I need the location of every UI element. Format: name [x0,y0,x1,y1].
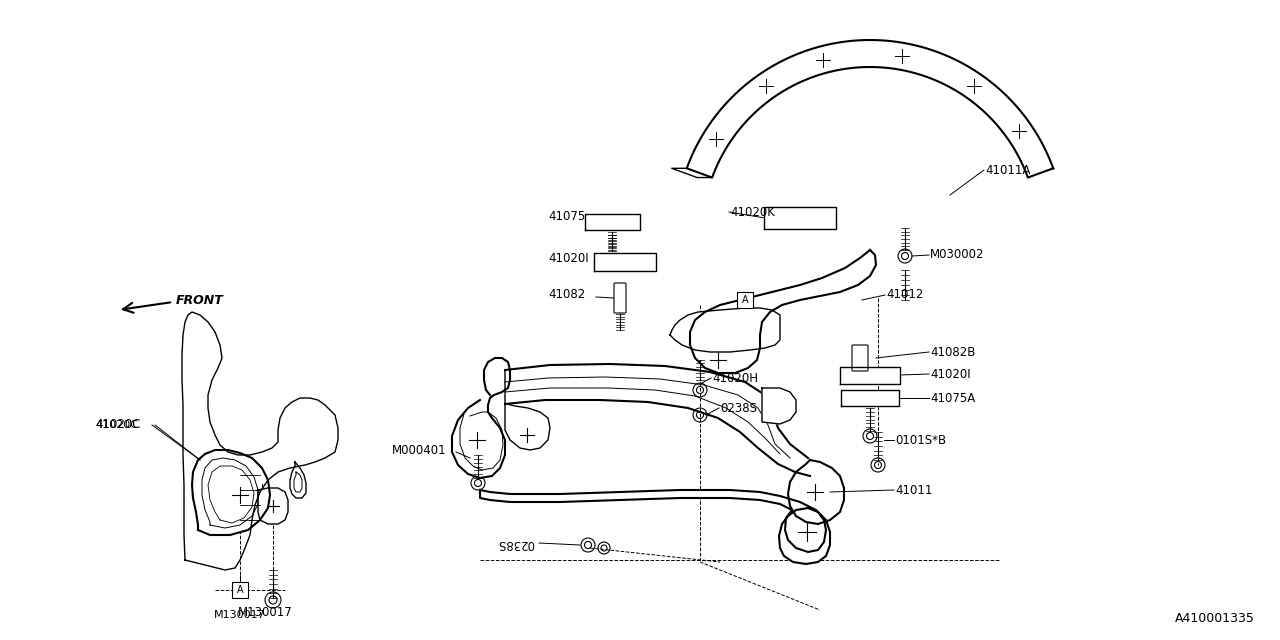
Text: M130017: M130017 [214,610,266,620]
Polygon shape [480,490,829,564]
Polygon shape [762,388,796,424]
Text: 41082: 41082 [548,289,585,301]
Text: A410001335: A410001335 [1175,612,1254,625]
Text: 41075: 41075 [548,209,585,223]
Text: 41020C: 41020C [95,420,138,430]
Polygon shape [506,370,550,450]
Polygon shape [594,253,657,271]
Text: 41011A: 41011A [986,163,1030,177]
Text: 41020I: 41020I [931,367,970,381]
Text: A: A [237,585,243,595]
Text: 0238S: 0238S [719,401,756,415]
Text: 41011: 41011 [895,483,932,497]
Text: 0101S*B: 0101S*B [895,433,946,447]
Text: M030002: M030002 [931,248,984,262]
Polygon shape [192,450,270,535]
FancyBboxPatch shape [737,292,753,308]
Polygon shape [669,308,780,352]
Text: 0238S: 0238S [497,536,534,550]
Text: FRONT: FRONT [177,294,224,307]
Polygon shape [259,488,288,524]
Text: 41020I: 41020I [548,252,589,264]
FancyBboxPatch shape [614,283,626,313]
Text: A: A [741,295,749,305]
Polygon shape [764,207,836,229]
Text: 41020K: 41020K [730,205,774,218]
Text: M130017: M130017 [238,605,292,618]
Text: 41020C: 41020C [95,419,141,431]
Polygon shape [840,367,900,383]
Polygon shape [585,214,640,230]
Text: 41020H: 41020H [712,371,758,385]
Text: 41082B: 41082B [931,346,975,358]
Text: M000401: M000401 [392,444,447,456]
Polygon shape [672,168,712,177]
Text: 41075A: 41075A [931,392,975,404]
FancyBboxPatch shape [232,582,248,598]
Polygon shape [788,460,844,524]
Polygon shape [841,390,899,406]
Polygon shape [690,250,876,373]
Polygon shape [687,40,1053,177]
Text: 41012: 41012 [886,289,923,301]
Polygon shape [452,358,509,478]
FancyBboxPatch shape [852,345,868,371]
